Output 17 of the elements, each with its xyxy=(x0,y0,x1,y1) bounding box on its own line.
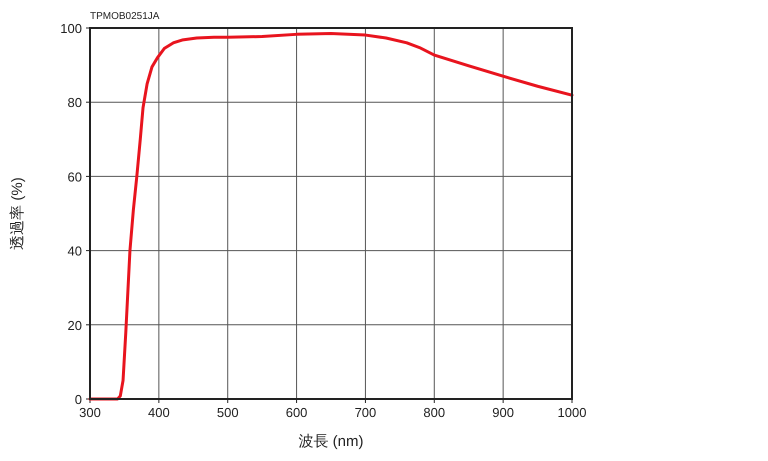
x-tick-label: 300 xyxy=(79,405,101,420)
y-tick-label: 20 xyxy=(68,318,82,333)
text: TPMOB0251JA xyxy=(90,11,160,22)
x-tick-label: 600 xyxy=(286,405,308,420)
x-tick-label: 700 xyxy=(354,405,376,420)
y-tick-label: 80 xyxy=(68,95,82,110)
y-tick-label: 40 xyxy=(68,244,82,259)
x-tick-label: 1000 xyxy=(558,405,586,420)
x-tick-label: 500 xyxy=(216,405,239,420)
y-tick-label: 100 xyxy=(60,21,82,36)
x-tick-label: 800 xyxy=(423,405,446,420)
y-tick-label: 60 xyxy=(68,169,82,184)
x-tick-label: 400 xyxy=(148,405,170,420)
y-axis-title: 透過率 (%) xyxy=(9,177,26,250)
x-axis-title: 波長 (nm) xyxy=(298,433,364,450)
x-tick-label: 900 xyxy=(492,405,514,420)
y-tick-label: 0 xyxy=(74,392,82,407)
